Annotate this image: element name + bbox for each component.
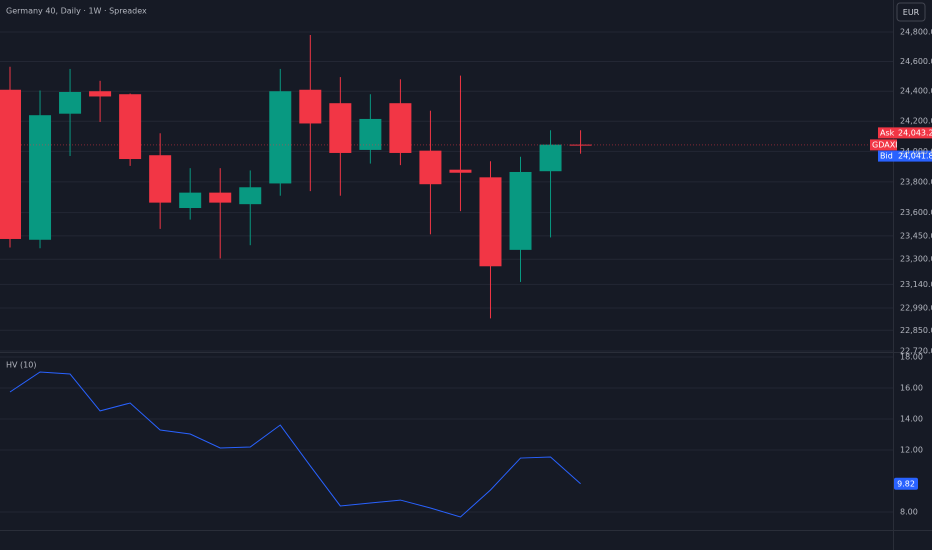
y-tick-label: 22,850.0 bbox=[900, 326, 932, 335]
candle-body bbox=[419, 150, 442, 185]
y-tick-label: 23,600.0 bbox=[900, 208, 932, 217]
candle-body bbox=[149, 155, 172, 203]
candle-body bbox=[569, 144, 592, 146]
indicator-title: HV (10) bbox=[6, 361, 36, 370]
chart-title: Germany 40, Daily · 1W · Spreadex bbox=[6, 7, 147, 16]
y-tick-label: 14.00 bbox=[900, 414, 923, 423]
candle-body bbox=[449, 169, 472, 173]
candle-body bbox=[239, 187, 262, 205]
candle-body bbox=[389, 103, 412, 153]
grid bbox=[0, 31, 893, 513]
y-tick-label: 23,800.0 bbox=[900, 177, 932, 186]
ask-name: Ask bbox=[880, 128, 895, 137]
bid-tag bbox=[878, 150, 932, 162]
bid-value: 24,041.8 bbox=[898, 152, 932, 161]
labels: 24,800.0 24,600.0 24,400.0 24,200.0 24,000.0… bbox=[872, 28, 932, 517]
y-tick-label: 23,450.0 bbox=[900, 231, 932, 240]
ask-value: 24,043.2 bbox=[898, 128, 932, 137]
bid-name: Bid bbox=[880, 152, 893, 161]
y-tick-label: 24,400.0 bbox=[900, 87, 932, 96]
candle-body bbox=[359, 118, 382, 150]
currency-button[interactable] bbox=[896, 2, 926, 22]
hv-line bbox=[9, 371, 581, 518]
candle-body bbox=[209, 192, 232, 203]
candle-body bbox=[0, 89, 21, 239]
candle-body bbox=[119, 94, 142, 160]
candle-body bbox=[329, 103, 352, 153]
symbol-label: GDAXI bbox=[872, 140, 898, 149]
candle-body bbox=[179, 192, 202, 209]
y-tick-label: 8.00 bbox=[900, 508, 918, 517]
y-tick-label: 16.00 bbox=[900, 383, 923, 392]
y-tick-label: 24,600.0 bbox=[900, 57, 932, 66]
candle-body bbox=[29, 115, 52, 240]
y-tick-label: 18.00 bbox=[900, 352, 923, 361]
y-tick-label: 23,140.0 bbox=[900, 280, 932, 289]
y-tick-label: 22,990.0 bbox=[900, 304, 932, 313]
y-tick-label: 23,300.0 bbox=[900, 255, 932, 264]
currency-label[interactable]: EUR bbox=[903, 8, 920, 17]
last-value-label: 9.82 bbox=[897, 479, 915, 488]
candle-body bbox=[89, 91, 112, 97]
last-value-tag bbox=[894, 477, 918, 490]
candle-body bbox=[59, 91, 82, 114]
candle-body bbox=[269, 91, 292, 184]
y-tick-label: 12.00 bbox=[900, 445, 923, 454]
candle-body bbox=[509, 171, 532, 250]
y-tick-label: 22,720.0 bbox=[900, 347, 932, 356]
y-tick-label: 24,200.0 bbox=[900, 117, 932, 126]
y-tick-label: 24,800.0 bbox=[900, 28, 932, 37]
ask-tag bbox=[878, 127, 932, 139]
candle-body bbox=[299, 89, 322, 124]
marks bbox=[0, 34, 932, 518]
symbol-tag bbox=[870, 139, 897, 151]
candle-body bbox=[479, 177, 502, 267]
candle-body bbox=[539, 144, 562, 172]
y-tick-label: 24,000.0 bbox=[900, 147, 932, 156]
